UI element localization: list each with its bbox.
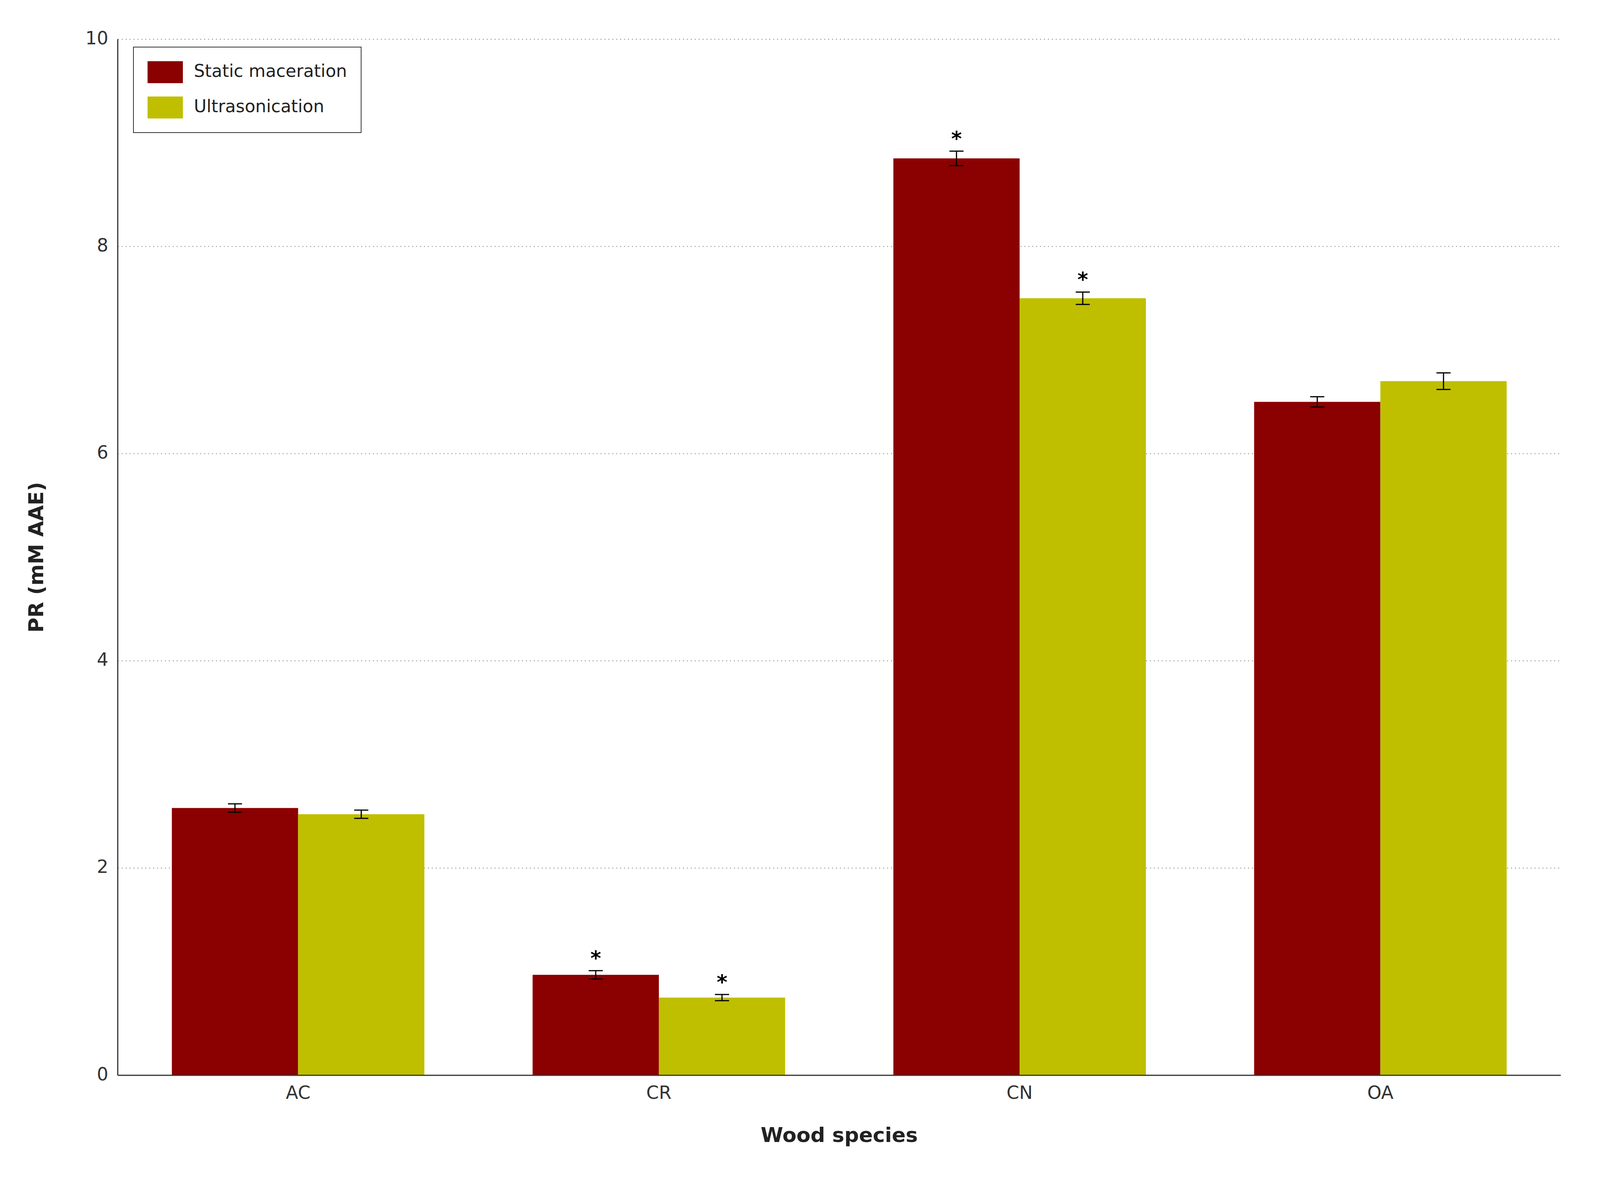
error-cap — [1310, 406, 1325, 408]
error-cap — [715, 994, 730, 996]
y-tick-label: 6 — [96, 441, 109, 464]
marks — [171, 151, 1507, 1076]
annotation: * — [716, 970, 728, 995]
error-bar — [715, 994, 730, 1002]
y-tick-label: 0 — [96, 1063, 109, 1086]
error-bar — [588, 970, 603, 980]
error-cap — [588, 970, 603, 972]
error-bar — [949, 151, 964, 166]
legend-label: Static maceration — [193, 60, 347, 81]
error-cap — [715, 1000, 730, 1002]
error-line — [1443, 372, 1445, 390]
error-bar — [353, 810, 369, 819]
grid-line — [117, 246, 1561, 247]
error-bar — [228, 804, 243, 813]
legend-label: Ultrasonication — [193, 96, 325, 117]
y-tick-label: 4 — [96, 649, 109, 671]
legend-frame — [133, 47, 362, 133]
error-line — [1081, 291, 1084, 305]
legend-swatch — [147, 96, 183, 119]
y-axis-label: PR (mM AAE) — [24, 482, 48, 634]
error-cap — [228, 811, 243, 814]
grid-line — [117, 1075, 1561, 1077]
error-cap — [949, 165, 964, 167]
x-tick-label: OA — [1367, 1082, 1394, 1104]
error-line — [955, 151, 958, 166]
grid — [117, 39, 1561, 1076]
error-bar — [1436, 372, 1451, 390]
x-axis-line — [117, 1075, 1561, 1077]
legend-swatch — [147, 61, 183, 84]
chart: 0 2 4 6 8 10 AC CR CN OA * * * * Wood species PR (mM AA… — [0, 0, 1600, 1193]
error-cap — [949, 150, 964, 152]
error-cap — [1310, 396, 1325, 398]
bar — [171, 808, 299, 1076]
error-cap — [588, 978, 603, 980]
error-cap — [353, 818, 369, 820]
error-line — [234, 804, 236, 813]
annotation: * — [951, 126, 962, 151]
annotation: * — [1077, 267, 1088, 292]
bar — [658, 997, 786, 1076]
x-tick-label: AC — [285, 1082, 311, 1104]
error-line — [721, 994, 723, 1002]
error-cap — [1075, 304, 1090, 306]
legend: Static maceration Ultrasonication — [133, 47, 362, 133]
error-cap — [1436, 388, 1451, 391]
error-cap — [228, 803, 243, 805]
background — [0, 0, 1600, 1193]
error-line — [360, 810, 362, 819]
x-tick-label: CR — [646, 1082, 672, 1104]
error-line — [1316, 396, 1318, 407]
error-cap — [1075, 291, 1090, 293]
x-tick-label: CN — [1006, 1082, 1033, 1104]
error-cap — [1436, 372, 1451, 374]
y-tick-label: 2 — [96, 856, 109, 878]
y-tick-label: 10 — [85, 27, 109, 49]
bar — [1019, 298, 1146, 1076]
bar — [893, 158, 1020, 1076]
error-line — [595, 970, 597, 980]
error-bar — [1075, 291, 1090, 305]
bar — [1254, 401, 1381, 1076]
grid-line — [117, 38, 1561, 40]
error-cap — [353, 809, 369, 811]
annotation: * — [590, 946, 601, 971]
y-axis-line — [117, 39, 119, 1076]
y-tick-label: 8 — [96, 234, 109, 256]
error-bar — [1310, 396, 1325, 407]
bar — [1380, 381, 1507, 1076]
x-axis-label: Wood species — [760, 1123, 918, 1148]
bar — [532, 975, 659, 1076]
bar — [298, 814, 425, 1076]
